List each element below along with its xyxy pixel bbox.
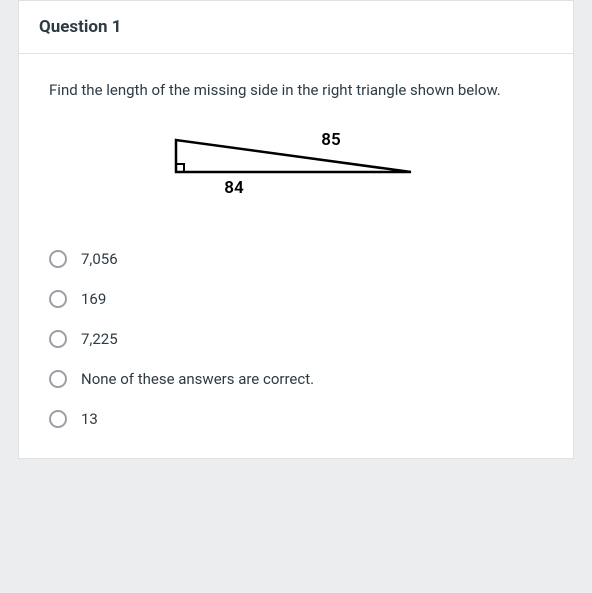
option-label: 7,225 bbox=[81, 330, 118, 348]
option-label: 169 bbox=[81, 290, 106, 308]
option-label: None of these answers are correct. bbox=[81, 370, 314, 388]
radio-icon bbox=[49, 330, 67, 348]
base-label: 84 bbox=[224, 178, 244, 198]
option-2[interactable]: 7,225 bbox=[49, 330, 543, 348]
option-1[interactable]: 169 bbox=[49, 290, 543, 308]
question-card: Question 1 Find the length of the missin… bbox=[18, 0, 574, 459]
radio-icon bbox=[49, 290, 67, 308]
radio-icon bbox=[49, 250, 67, 268]
question-header: Question 1 bbox=[19, 1, 573, 54]
option-label: 13 bbox=[81, 410, 98, 428]
triangle-diagram: 85 84 bbox=[146, 130, 446, 210]
hypotenuse-label: 85 bbox=[321, 130, 340, 150]
radio-icon bbox=[49, 370, 67, 388]
question-prompt: Find the length of the missing side in t… bbox=[49, 78, 543, 102]
radio-icon bbox=[49, 410, 67, 428]
option-label: 7,056 bbox=[81, 250, 118, 268]
options-list: 7,056 169 7,225 None of these answers ar… bbox=[49, 250, 543, 428]
option-0[interactable]: 7,056 bbox=[49, 250, 543, 268]
option-4[interactable]: 13 bbox=[49, 410, 543, 428]
question-body: Find the length of the missing side in t… bbox=[19, 54, 573, 458]
option-3[interactable]: None of these answers are correct. bbox=[49, 370, 543, 388]
question-title: Question 1 bbox=[39, 17, 553, 37]
